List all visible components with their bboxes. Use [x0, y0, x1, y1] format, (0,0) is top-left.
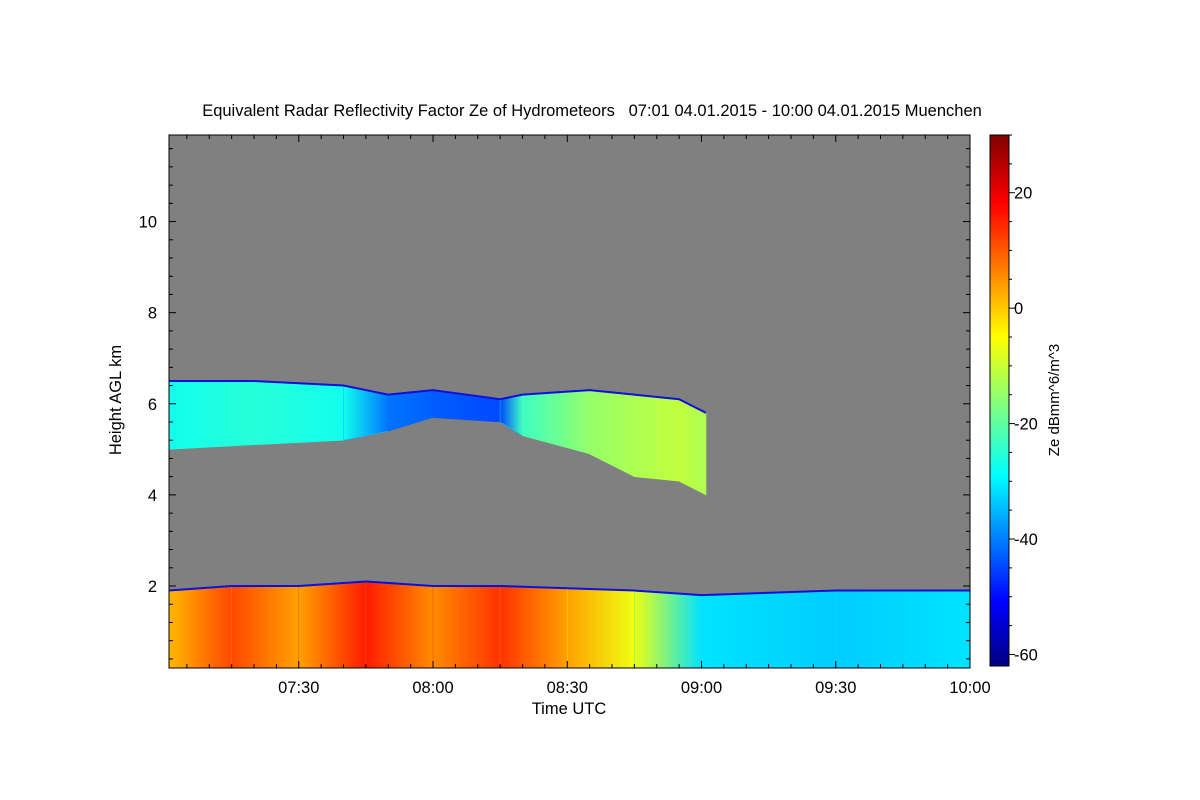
reflectivity-cell — [678, 398, 707, 496]
x-tick-label: 09:00 — [681, 679, 722, 697]
x-axis-label: Time UTC — [532, 700, 607, 718]
colorbar-tick-label: 0 — [1014, 300, 1023, 318]
y-tick-label: 6 — [148, 396, 157, 414]
x-axis: 07:30 08:00 08:30 09:00 09:30 10:00 — [186, 135, 991, 697]
reflectivity-cell — [231, 585, 300, 669]
reflectivity-cell — [499, 585, 568, 669]
reflectivity-cell — [253, 380, 344, 446]
colorbar-tick-label: -20 — [1014, 416, 1038, 434]
reflectivity-cell — [566, 587, 635, 669]
reflectivity-cell — [701, 590, 837, 669]
y-tick-label: 8 — [148, 305, 157, 323]
reflectivity-cell — [634, 394, 680, 482]
y-axis-label: Height AGL km — [107, 345, 125, 455]
reflectivity-layer — [168, 580, 971, 669]
plot-frame — [168, 134, 971, 669]
colorbar-label: Ze dBmm^6/m^3 — [1046, 344, 1063, 456]
reflectivity-cell — [168, 585, 232, 669]
reflectivity-cell — [298, 581, 367, 669]
reflectivity-layer — [168, 380, 707, 496]
colorbar-tick-label: 20 — [1014, 185, 1032, 203]
x-tick-label: 08:00 — [412, 679, 453, 697]
y-tick-label: 10 — [139, 214, 157, 232]
y-tick-label: 2 — [148, 578, 157, 596]
colorbar-gradient — [989, 134, 1010, 667]
reflectivity-cell — [634, 590, 702, 669]
layer-edge — [169, 380, 707, 414]
reflectivity-cell — [835, 590, 971, 669]
colorbar-tick-label: -40 — [1014, 531, 1038, 549]
x-tick-label: 09:30 — [815, 679, 856, 697]
plot-area — [168, 134, 971, 669]
reflectivity-cell — [365, 581, 434, 669]
layer-edge — [168, 580, 970, 597]
x-tick-label: 07:30 — [278, 679, 319, 697]
reflectivity-cell — [432, 585, 501, 669]
chart-title: Equivalent Radar Reflectivity Factor Ze … — [202, 102, 982, 120]
colorbar-tick-label: -60 — [1014, 646, 1038, 664]
x-tick-label: 08:30 — [547, 679, 588, 697]
reflectivity-cell — [168, 380, 255, 450]
colorbar: 20 0 -20 -40 -60 Ze dBmm^6/m^3 — [989, 134, 1063, 667]
y-axis: 2 4 6 8 10 — [139, 148, 970, 660]
y-tick-label: 4 — [148, 487, 157, 505]
x-tick-label: 10:00 — [949, 679, 990, 697]
